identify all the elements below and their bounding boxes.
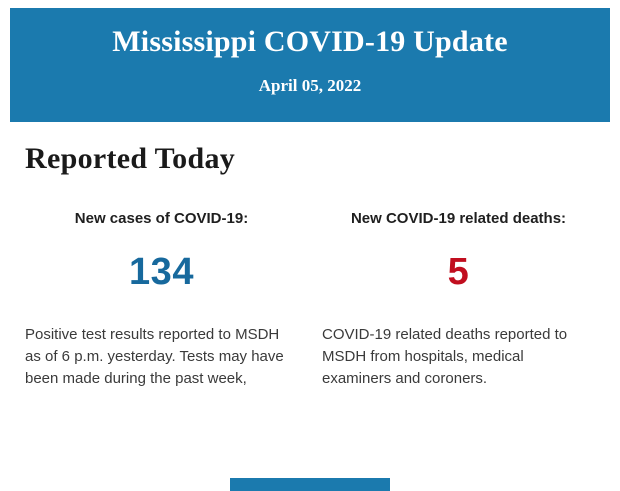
email-container: Mississippi COVID-19 Update April 05, 20… xyxy=(10,8,610,390)
header-date: April 05, 2022 xyxy=(258,76,362,95)
page-title: Mississippi COVID-19 Update xyxy=(112,25,508,58)
new-deaths-value: 5 xyxy=(447,251,470,293)
new-deaths-description: COVID-19 related deaths reported to MSDH… xyxy=(322,326,568,387)
header-banner: Mississippi COVID-19 Update April 05, 20… xyxy=(10,8,610,122)
footer-button-cutoff[interactable] xyxy=(230,478,390,491)
new-cases-stat: New cases of COVID-19: 134 xyxy=(25,210,298,294)
new-cases-description: Positive test results reported to MSDH a… xyxy=(25,326,284,387)
content-area: Reported Today New cases of COVID-19: 13… xyxy=(10,142,610,390)
new-cases-label: New cases of COVID-19: xyxy=(74,210,249,227)
new-deaths-stat: New COVID-19 related deaths: 5 xyxy=(322,210,595,294)
descriptions-row: Positive test results reported to MSDH a… xyxy=(25,324,595,390)
new-deaths-label: New COVID-19 related deaths: xyxy=(350,210,567,227)
new-cases-value: 134 xyxy=(129,251,194,293)
stats-row: New cases of COVID-19: 134 New COVID-19 … xyxy=(25,210,595,294)
section-title: Reported Today xyxy=(25,142,236,175)
